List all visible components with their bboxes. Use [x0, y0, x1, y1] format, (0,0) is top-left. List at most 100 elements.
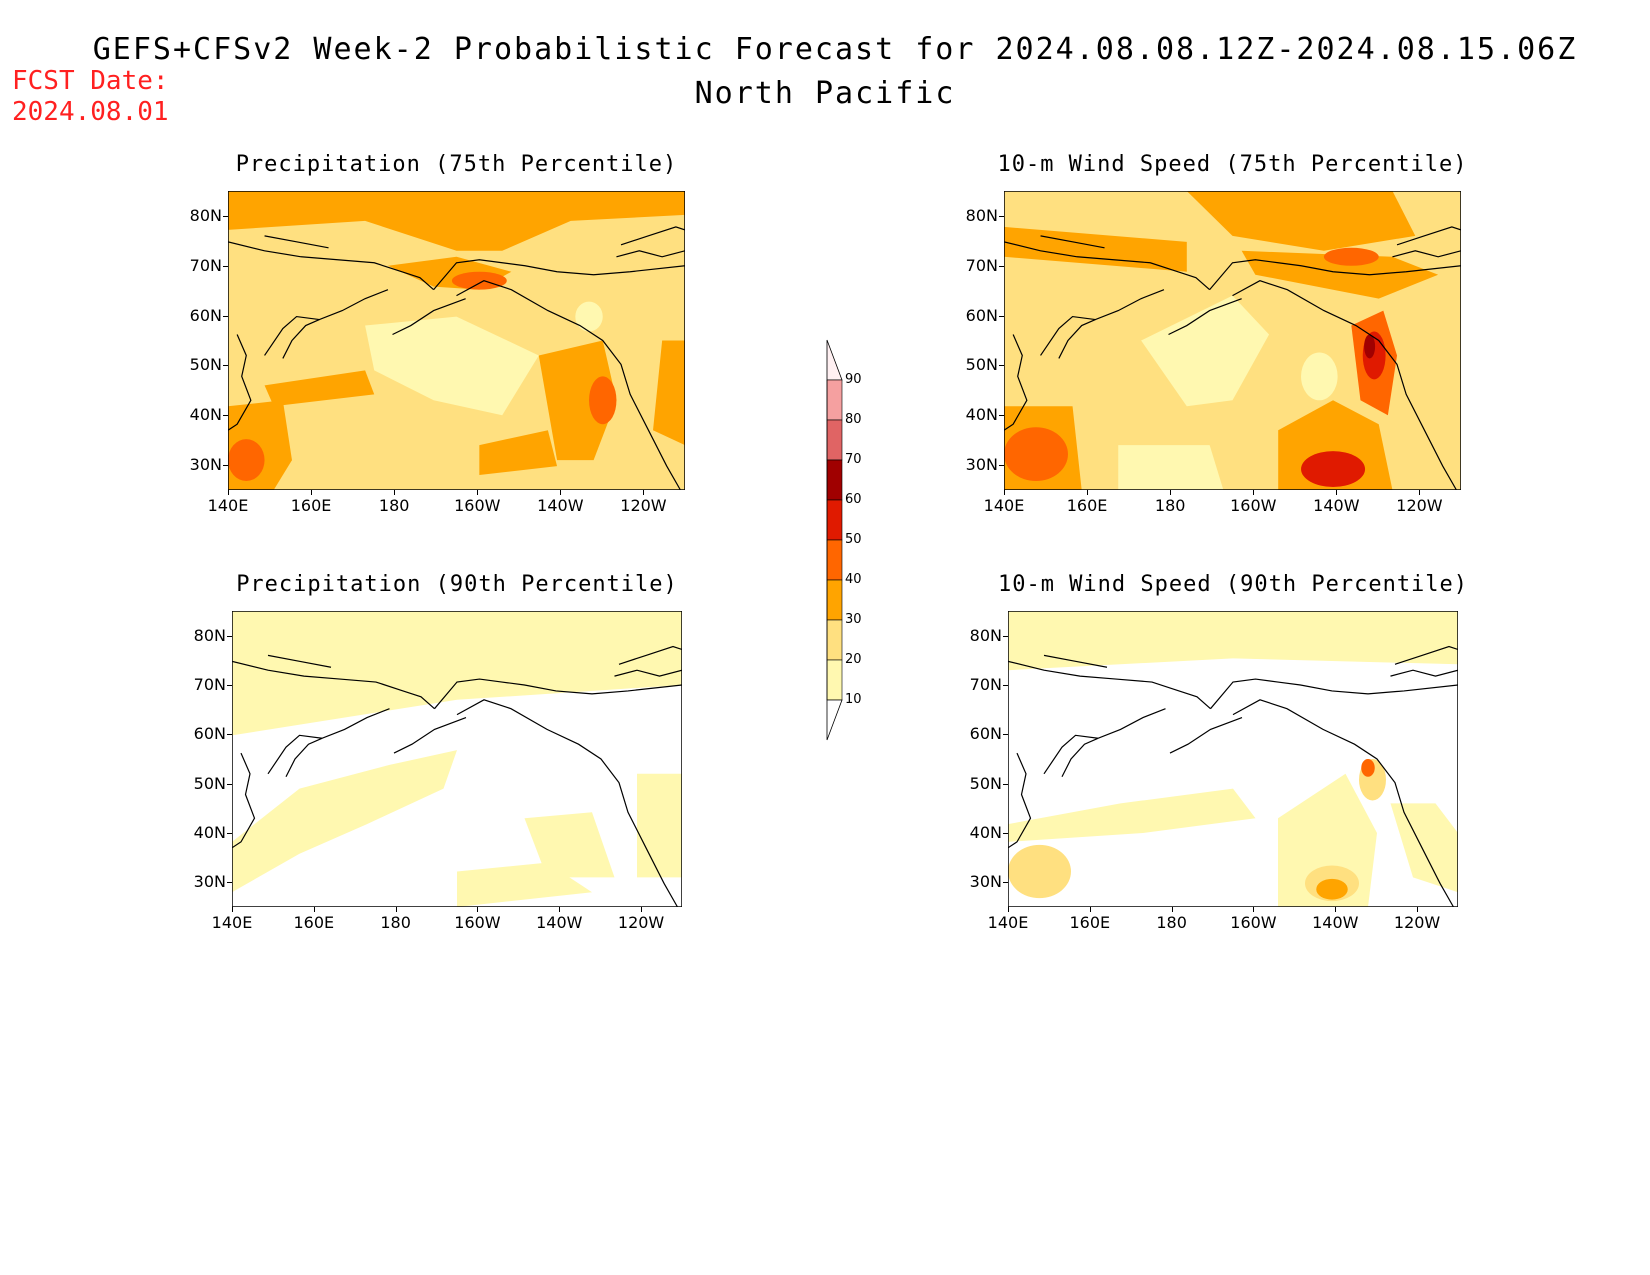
map-wind90: [1008, 611, 1458, 907]
coastline: [1044, 655, 1107, 667]
shaded-region: [232, 750, 457, 893]
x-tick-mark: [1335, 907, 1337, 912]
coastline: [268, 655, 331, 667]
y-tick-label: 60N: [969, 724, 1002, 744]
x-tick-label: 160E: [1069, 913, 1111, 932]
coastline: [394, 718, 466, 754]
y-tick-mark: [1003, 783, 1008, 785]
map-precip90: [232, 611, 682, 907]
x-tick-mark: [1004, 490, 1005, 495]
coastline: [1169, 299, 1242, 335]
coastline: [393, 299, 466, 335]
shaded-region: [1301, 451, 1366, 488]
y-tick-label: 30N: [193, 872, 226, 892]
x-tick-label: 140E: [211, 913, 253, 932]
x-tick-label: 120W: [1396, 496, 1443, 515]
shaded-region: [1323, 247, 1379, 266]
y-tick-label: 70N: [969, 675, 1002, 694]
shaded-region: [1186, 191, 1416, 251]
coastline: [265, 236, 329, 248]
x-tick-mark: [311, 490, 313, 495]
y-tick-mark: [223, 365, 228, 367]
y-tick-label: 80N: [965, 205, 998, 225]
shaded-region: [1141, 295, 1270, 407]
shaded-region: [228, 439, 265, 482]
colorbar-upper-triangle: [826, 339, 843, 381]
y-tick-mark: [1003, 882, 1008, 884]
y-tick-mark: [1003, 734, 1008, 736]
x-tick-label: 140W: [1312, 913, 1359, 932]
y-tick-mark: [999, 465, 1004, 467]
coastline: [1062, 738, 1098, 776]
y-tick-label: 30N: [969, 872, 1002, 892]
coastline: [232, 753, 255, 848]
y-tick-label: 30N: [189, 455, 222, 475]
coastline: [1008, 753, 1031, 848]
x-tick-mark: [1089, 907, 1091, 912]
y-tick-mark: [223, 415, 228, 417]
fcst-date-label: FCST Date:: [12, 66, 169, 96]
x-tick-label: 120W: [617, 913, 665, 932]
colorbar-label-10: 10: [845, 692, 862, 707]
y-tick-mark: [227, 833, 232, 834]
region-subtitle: North Pacific: [694, 76, 956, 111]
x-tick-label: 160W: [454, 496, 501, 515]
y-tick-label: 30N: [965, 455, 998, 475]
colorbar-lower-triangle: [826, 699, 843, 741]
y-tick-label: 40N: [189, 405, 222, 425]
x-tick-mark: [643, 490, 645, 495]
shaded-region: [1390, 803, 1458, 893]
main-title: GEFS+CFSv2 Week-2 Probabilistic Forecast…: [92, 32, 1578, 67]
y-tick-mark: [999, 315, 1004, 317]
y-tick-label: 80N: [189, 205, 222, 225]
x-tick-mark: [560, 490, 562, 495]
map-precip75: [228, 191, 685, 490]
colorbar-label-80: 80: [845, 412, 862, 427]
coastline: [457, 281, 681, 490]
x-tick-label: 160W: [1230, 496, 1277, 515]
colorbar-swatch-40: [826, 539, 843, 581]
shaded-region: [264, 370, 375, 407]
coastline: [1391, 670, 1459, 676]
x-tick-mark: [394, 490, 396, 495]
map-wind75: [1004, 191, 1461, 490]
y-tick-mark: [227, 783, 232, 785]
coastline: [615, 670, 683, 676]
x-tick-mark: [395, 907, 397, 912]
shaded-region: [1004, 427, 1068, 482]
colorbar-swatch-20: [826, 619, 843, 661]
x-tick-mark: [1008, 907, 1009, 912]
coastline: [1233, 281, 1457, 490]
y-tick-mark: [223, 265, 228, 267]
y-tick-label: 70N: [189, 255, 222, 275]
coastline: [457, 700, 678, 907]
fcst-date-value: 2024.08.01: [12, 97, 169, 127]
coastline: [1041, 236, 1105, 248]
x-tick-mark: [477, 907, 479, 912]
coastline: [232, 661, 435, 708]
colorbar-swatch-50: [826, 499, 843, 541]
shaded-region: [1364, 334, 1376, 359]
x-tick-mark: [1419, 490, 1421, 495]
y-tick-mark: [999, 415, 1004, 417]
shaded-region: [232, 611, 682, 736]
coastline: [1210, 260, 1461, 290]
colorbar-swatch-70: [826, 419, 843, 461]
y-tick-mark: [999, 365, 1004, 367]
x-tick-label: 140W: [537, 496, 584, 515]
shaded-region: [228, 191, 685, 251]
shaded-region: [365, 316, 539, 416]
coastline: [434, 260, 685, 290]
coastline: [283, 320, 320, 359]
coastline: [1170, 718, 1242, 754]
x-tick-label: 140E: [987, 913, 1029, 932]
y-tick-mark: [1003, 833, 1008, 834]
colorbar-label-50: 50: [845, 532, 862, 547]
shaded-region: [589, 376, 617, 425]
y-tick-label: 50N: [193, 773, 226, 793]
shaded-region: [1361, 759, 1375, 777]
x-tick-label: 160W: [1230, 913, 1277, 932]
shaded-region: [538, 340, 617, 461]
x-tick-mark: [232, 907, 233, 912]
coastline: [1211, 679, 1459, 709]
